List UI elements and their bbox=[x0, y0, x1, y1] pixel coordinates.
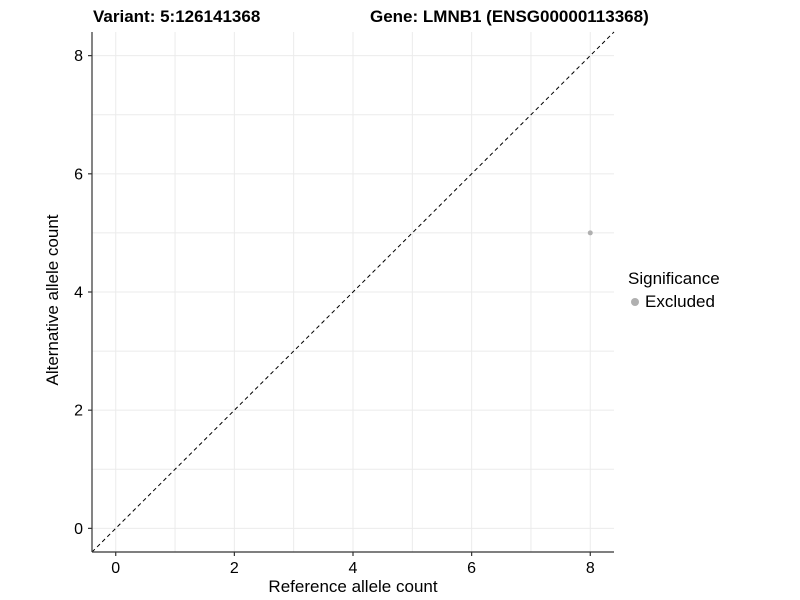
x-tick-label: 2 bbox=[230, 560, 239, 577]
legend-title: Significance bbox=[628, 269, 720, 288]
x-tick-label: 8 bbox=[586, 560, 595, 577]
y-tick-label: 2 bbox=[74, 403, 83, 420]
plot-title-variant: Variant: 5:126141368 bbox=[93, 7, 261, 26]
plot-title-gene: Gene: LMNB1 (ENSG00000113368) bbox=[370, 7, 649, 26]
x-tick-label: 0 bbox=[111, 560, 120, 577]
x-axis-title: Reference allele count bbox=[268, 577, 438, 596]
identity-dashed-line bbox=[91, 31, 615, 553]
y-tick-label: 4 bbox=[74, 285, 83, 302]
y-tick-label: 6 bbox=[74, 166, 83, 183]
legend: Significance Excluded bbox=[628, 269, 720, 312]
y-axis-title: Alternative allele count bbox=[43, 214, 62, 386]
legend-point-icon bbox=[631, 298, 639, 306]
x-tick-label: 6 bbox=[467, 560, 476, 577]
legend-item-label: Excluded bbox=[645, 292, 715, 311]
x-tick-label: 4 bbox=[349, 560, 358, 577]
legend-item-excluded: Excluded bbox=[628, 292, 720, 312]
y-tick-label: 0 bbox=[74, 521, 83, 538]
y-tick-label: 8 bbox=[74, 48, 83, 65]
data-point bbox=[587, 230, 593, 236]
